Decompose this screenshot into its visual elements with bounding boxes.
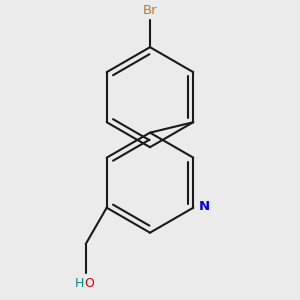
Text: O: O — [84, 277, 94, 290]
Text: H: H — [75, 277, 84, 290]
Text: Br: Br — [143, 4, 157, 17]
Text: N: N — [199, 200, 210, 213]
